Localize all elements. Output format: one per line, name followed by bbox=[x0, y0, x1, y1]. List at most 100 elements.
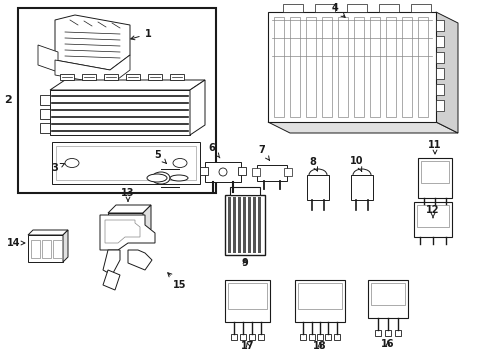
Polygon shape bbox=[143, 205, 151, 237]
Polygon shape bbox=[55, 15, 130, 70]
Bar bbox=[40, 123, 50, 133]
Bar bbox=[325, 334, 331, 340]
Bar bbox=[252, 168, 260, 176]
Polygon shape bbox=[105, 220, 140, 243]
Text: 1: 1 bbox=[131, 29, 151, 40]
Bar bbox=[300, 334, 306, 340]
Bar bbox=[395, 330, 401, 336]
Text: 8: 8 bbox=[310, 157, 318, 171]
Polygon shape bbox=[100, 215, 155, 250]
Text: 2: 2 bbox=[4, 95, 12, 105]
Bar bbox=[334, 334, 340, 340]
Polygon shape bbox=[28, 235, 63, 262]
Polygon shape bbox=[436, 12, 458, 133]
Bar bbox=[104, 74, 118, 80]
Text: 5: 5 bbox=[155, 150, 167, 163]
Bar bbox=[306, 17, 316, 117]
Bar bbox=[18, 8, 216, 193]
Bar bbox=[225, 280, 270, 322]
Bar bbox=[411, 4, 431, 12]
Bar bbox=[370, 17, 380, 117]
Bar bbox=[436, 36, 444, 47]
Bar bbox=[253, 197, 256, 253]
Bar bbox=[315, 4, 335, 12]
Bar bbox=[60, 74, 74, 80]
Bar bbox=[354, 17, 364, 117]
Bar bbox=[170, 74, 184, 80]
Ellipse shape bbox=[173, 158, 187, 167]
Polygon shape bbox=[128, 250, 152, 270]
Text: 10: 10 bbox=[350, 156, 364, 171]
Bar bbox=[436, 52, 444, 63]
Bar bbox=[126, 74, 140, 80]
Bar bbox=[386, 17, 396, 117]
Bar bbox=[414, 202, 452, 237]
Bar bbox=[284, 168, 292, 176]
Bar bbox=[436, 20, 444, 31]
Text: 15: 15 bbox=[168, 273, 187, 290]
Bar bbox=[228, 197, 231, 253]
Polygon shape bbox=[103, 250, 120, 275]
Bar bbox=[112, 217, 120, 233]
Bar bbox=[238, 167, 246, 175]
Text: 6: 6 bbox=[209, 143, 220, 158]
Polygon shape bbox=[50, 90, 190, 135]
Bar bbox=[230, 187, 260, 195]
Bar bbox=[436, 84, 444, 95]
Bar bbox=[418, 158, 452, 198]
Bar bbox=[283, 4, 303, 12]
Text: 13: 13 bbox=[121, 188, 135, 201]
Bar bbox=[402, 17, 412, 117]
Bar bbox=[238, 197, 241, 253]
Bar bbox=[248, 197, 251, 253]
Bar bbox=[436, 100, 444, 111]
Bar bbox=[368, 280, 408, 318]
Bar bbox=[123, 217, 131, 233]
Bar bbox=[317, 334, 323, 340]
Bar bbox=[40, 109, 50, 119]
Bar bbox=[205, 162, 241, 182]
Bar bbox=[231, 334, 237, 340]
Text: 17: 17 bbox=[241, 341, 255, 351]
Text: 14: 14 bbox=[7, 238, 25, 248]
Polygon shape bbox=[55, 55, 130, 85]
Bar bbox=[53, 240, 62, 258]
Bar bbox=[290, 17, 300, 117]
Bar bbox=[379, 4, 399, 12]
Bar bbox=[82, 74, 96, 80]
Bar bbox=[418, 17, 428, 117]
Bar bbox=[42, 240, 51, 258]
Bar bbox=[31, 240, 40, 258]
Bar bbox=[148, 74, 162, 80]
Ellipse shape bbox=[65, 158, 79, 167]
Bar bbox=[40, 95, 50, 105]
Bar bbox=[309, 334, 315, 340]
Text: 3: 3 bbox=[51, 163, 65, 173]
Polygon shape bbox=[108, 205, 151, 213]
Polygon shape bbox=[108, 213, 143, 237]
Bar bbox=[258, 334, 264, 340]
Bar bbox=[228, 283, 267, 309]
Text: 16: 16 bbox=[381, 339, 395, 349]
Bar bbox=[375, 330, 381, 336]
Polygon shape bbox=[52, 142, 200, 184]
Text: 9: 9 bbox=[242, 258, 248, 268]
Bar bbox=[258, 197, 261, 253]
Polygon shape bbox=[190, 80, 205, 135]
Text: 4: 4 bbox=[332, 3, 345, 17]
Bar bbox=[421, 161, 449, 183]
Bar bbox=[436, 68, 444, 79]
Bar bbox=[322, 17, 332, 117]
Polygon shape bbox=[50, 80, 205, 90]
Bar bbox=[240, 334, 246, 340]
Bar bbox=[298, 283, 342, 309]
Bar bbox=[347, 4, 367, 12]
Text: 7: 7 bbox=[259, 145, 270, 160]
Polygon shape bbox=[268, 12, 436, 122]
Ellipse shape bbox=[147, 174, 167, 182]
Polygon shape bbox=[38, 45, 58, 72]
Ellipse shape bbox=[219, 168, 227, 176]
Text: 18: 18 bbox=[313, 341, 327, 351]
Bar bbox=[233, 197, 236, 253]
Ellipse shape bbox=[170, 175, 188, 181]
